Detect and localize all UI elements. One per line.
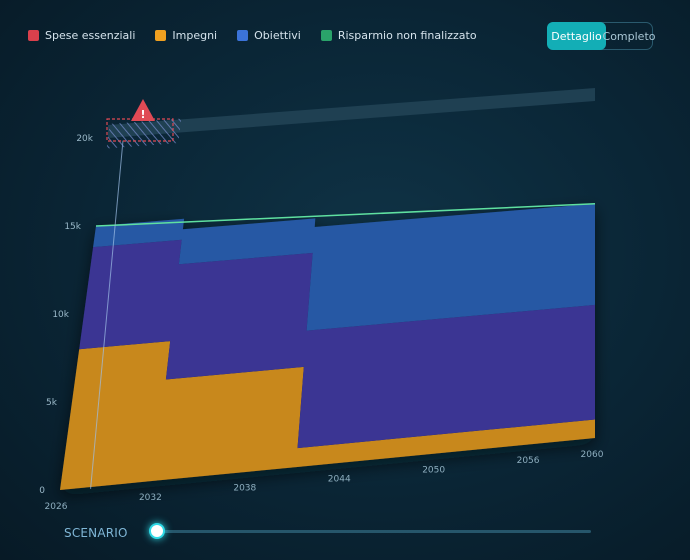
legend-swatch: [320, 30, 332, 41]
toggle-dettaglio-button[interactable]: Dettaglio: [547, 22, 606, 50]
y-tick-label: 20k: [76, 134, 93, 144]
view-toggle: Dettaglio Completo: [547, 22, 656, 50]
legend-label: Risparmio non finalizzato: [337, 29, 477, 42]
chart-plane-top: [108, 88, 595, 138]
y-tick-label: 10k: [52, 310, 69, 320]
y-tick-label: 15k: [64, 222, 81, 232]
y-tick-label: 5k: [46, 398, 58, 408]
warning-triangle-icon[interactable]: [131, 99, 155, 121]
y-tick-label: 0: [39, 486, 45, 496]
legend-item-obiettivi[interactable]: Obiettivi: [237, 29, 301, 42]
x-axis: 2026 2032 2038 2044 2050 2056 2060: [45, 450, 604, 512]
x-tick-label: 2050: [422, 465, 445, 475]
hatch-region: [106, 118, 182, 149]
x-tick-label: 2026: [45, 502, 68, 512]
toggle-completo-button[interactable]: Completo: [602, 29, 656, 43]
area-obiettivi[interactable]: [79, 239, 595, 449]
scenario-slider-track[interactable]: [157, 530, 591, 533]
scenario-guide-line: [90, 140, 124, 489]
area-risparmio-non-finalizzato[interactable]: [93, 203, 595, 331]
legend-label: Spese essenziali: [45, 29, 136, 42]
y-axis: 0 5k 10k 15k 20k: [39, 134, 94, 496]
legend-swatch: [155, 30, 167, 41]
legend-swatch: [28, 30, 39, 41]
x-tick-label: 2038: [233, 484, 256, 494]
legend-swatch: [237, 30, 249, 41]
alert-symbol: !: [140, 108, 145, 121]
chart-legend: Spese essenziali Impegni Obiettivi Rispa…: [28, 29, 497, 42]
legend-label: Impegni: [172, 29, 218, 42]
legend-item-risparmio[interactable]: Risparmio non finalizzato: [320, 29, 477, 42]
x-tick-label: 2060: [581, 450, 604, 460]
legend-item-spese-essenziali[interactable]: Spese essenziali: [28, 29, 135, 42]
legend-label: Obiettivi: [254, 29, 301, 42]
scenario-slider-thumb[interactable]: [149, 523, 165, 539]
plot-area: [60, 203, 595, 490]
legend-item-impegni[interactable]: Impegni: [155, 29, 217, 42]
total-line: [95, 203, 596, 227]
x-tick-label: 2032: [139, 493, 162, 503]
x-tick-label: 2044: [328, 474, 351, 484]
scenario-label: SCENARIO: [64, 526, 128, 540]
area-impegni[interactable]: [60, 341, 595, 490]
x-tick-label: 2056: [517, 456, 540, 466]
chart-overlay: !: [90, 99, 596, 489]
